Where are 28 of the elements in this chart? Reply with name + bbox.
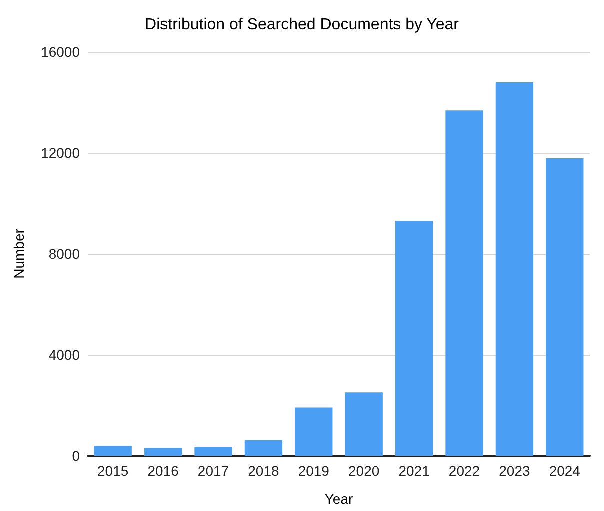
bar <box>345 392 383 456</box>
x-tick-label: 2017 <box>198 463 230 479</box>
x-tick-label: 2018 <box>248 463 280 479</box>
x-tick-label: 2021 <box>398 463 430 479</box>
y-tick-label: 12000 <box>41 145 80 161</box>
y-axis-title: Number <box>11 228 27 279</box>
x-tick-label: 2023 <box>499 463 530 479</box>
y-tick-label: 8000 <box>48 246 80 262</box>
bar <box>244 440 283 456</box>
bar <box>395 221 434 456</box>
chart-title: Distribution of Searched Documents by Year <box>145 16 460 34</box>
x-axis-title: Year <box>324 491 354 507</box>
x-tick-label: 2020 <box>348 463 380 479</box>
y-tick-label: 0 <box>72 448 80 464</box>
x-tick-label: 2024 <box>549 463 581 479</box>
y-tick-label: 4000 <box>48 347 80 363</box>
x-tick-label: 2016 <box>148 463 180 479</box>
bar <box>194 447 232 456</box>
y-tick-label: 16000 <box>41 44 80 60</box>
bar <box>546 158 584 456</box>
x-tick-label: 2022 <box>448 463 480 479</box>
bar <box>446 110 484 456</box>
bar <box>144 448 182 456</box>
bar <box>496 82 534 456</box>
bar <box>94 446 132 456</box>
x-tick-label: 2019 <box>298 463 330 479</box>
bar <box>295 408 333 456</box>
x-tick-label: 2015 <box>98 463 129 479</box>
